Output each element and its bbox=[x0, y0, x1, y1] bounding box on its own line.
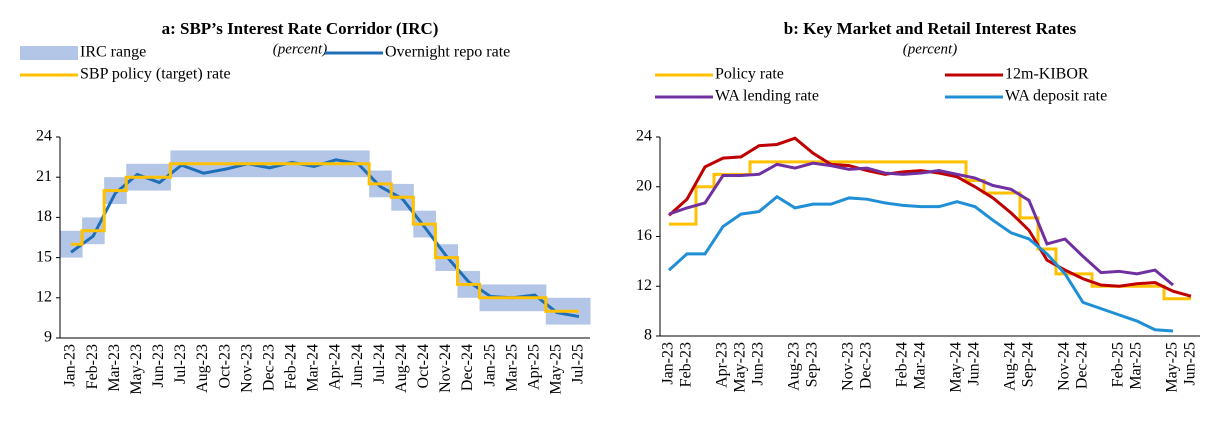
x-tick-label: Sep-24 bbox=[1020, 342, 1037, 387]
x-tick-label: Jan-23 bbox=[62, 344, 79, 387]
x-tick-label: Nov-24 bbox=[437, 344, 454, 393]
x-tick-label: Jun-23 bbox=[150, 344, 167, 388]
y-tick-label: 18 bbox=[36, 208, 52, 225]
chart-subtitle: (percent) bbox=[273, 41, 327, 57]
x-tick-label: Oct-23 bbox=[216, 344, 233, 388]
x-tick-label: Apr-23 bbox=[714, 342, 731, 388]
legend-label: WA deposit rate bbox=[1005, 88, 1107, 105]
x-tick-label: Feb-24 bbox=[283, 344, 300, 389]
legend-label: IRC range bbox=[80, 44, 146, 61]
x-tick-label: May-25 bbox=[548, 344, 565, 395]
x-tick-label: Jul-23 bbox=[172, 344, 189, 384]
x-tick-label: Sep-23 bbox=[804, 342, 821, 387]
x-tick-label: Apr-24 bbox=[327, 344, 344, 390]
x-tick-label: May-23 bbox=[128, 344, 145, 395]
y-tick-label: 21 bbox=[36, 168, 52, 185]
x-tick-label: Jul-25 bbox=[570, 344, 587, 384]
x-tick-label: Oct-24 bbox=[415, 344, 432, 388]
legend-swatch bbox=[20, 46, 78, 60]
legend-label: Overnight repo rate bbox=[385, 44, 510, 61]
y-tick-label: 24 bbox=[636, 128, 652, 145]
y-tick-label: 24 bbox=[36, 128, 52, 145]
x-tick-label: Jan-23 bbox=[660, 342, 677, 385]
series-line bbox=[669, 160, 1191, 301]
x-tick-label: Feb-23 bbox=[84, 344, 101, 389]
x-tick-label: Apr-25 bbox=[525, 344, 542, 390]
x-tick-label: Mar-25 bbox=[1128, 342, 1145, 390]
y-tick-label: 16 bbox=[636, 227, 652, 244]
y-tick-label: 9 bbox=[44, 329, 52, 346]
y-tick-label: 20 bbox=[636, 177, 652, 194]
x-tick-label: Jan-25 bbox=[481, 344, 498, 387]
y-tick-label: 15 bbox=[36, 248, 52, 265]
x-tick-label: Mar-24 bbox=[305, 344, 322, 392]
x-tick-label: Feb-24 bbox=[894, 342, 911, 387]
y-tick-label: 12 bbox=[636, 277, 652, 294]
chart-title: a: SBP’s Interest Rate Corridor (IRC) bbox=[162, 19, 439, 38]
x-tick-label: Jun-24 bbox=[349, 344, 366, 388]
x-tick-label: Dec-23 bbox=[260, 344, 277, 391]
x-tick-label: Dec-24 bbox=[1074, 342, 1091, 389]
x-tick-label: May-24 bbox=[948, 342, 965, 393]
x-tick-label: May-25 bbox=[1164, 342, 1181, 393]
x-tick-label: Aug-23 bbox=[194, 344, 211, 393]
x-tick-label: Jun-25 bbox=[1182, 342, 1199, 386]
y-tick-label: 8 bbox=[644, 327, 652, 344]
series-line bbox=[667, 194, 1174, 333]
x-tick-label: Mar-25 bbox=[503, 344, 520, 392]
x-tick-label: Feb-25 bbox=[1110, 342, 1127, 387]
x-tick-label: Jun-24 bbox=[966, 342, 983, 386]
legend-label: 12m-KIBOR bbox=[1005, 66, 1089, 83]
x-tick-label: Jun-23 bbox=[750, 342, 767, 386]
chart-title: b: Key Market and Retail Interest Rates bbox=[784, 19, 1077, 38]
y-tick-label: 12 bbox=[36, 288, 52, 305]
x-tick-label: May-23 bbox=[732, 342, 749, 393]
x-tick-label: Aug-24 bbox=[393, 344, 410, 393]
series-line bbox=[668, 161, 1174, 287]
x-tick-label: Aug-24 bbox=[1002, 342, 1019, 391]
chart-subtitle: (percent) bbox=[903, 41, 957, 57]
x-tick-label: Mar-23 bbox=[106, 344, 123, 392]
x-tick-label: Nov-23 bbox=[840, 342, 857, 391]
x-tick-label: Dec-24 bbox=[459, 344, 476, 391]
legend-label: WA lending rate bbox=[715, 88, 819, 105]
legend-label: SBP policy (target) rate bbox=[80, 66, 231, 83]
x-tick-label: Nov-24 bbox=[1056, 342, 1073, 391]
x-tick-label: Jul-24 bbox=[371, 344, 388, 384]
x-tick-label: Aug-23 bbox=[786, 342, 803, 391]
series-line bbox=[71, 162, 579, 313]
band-segment bbox=[567, 297, 591, 325]
x-tick-label: Dec-23 bbox=[858, 342, 875, 389]
x-tick-label: Mar-24 bbox=[912, 342, 929, 390]
legend-label: Policy rate bbox=[715, 66, 784, 83]
x-tick-label: Nov-23 bbox=[238, 344, 255, 393]
x-tick-label: Feb-23 bbox=[678, 342, 695, 387]
